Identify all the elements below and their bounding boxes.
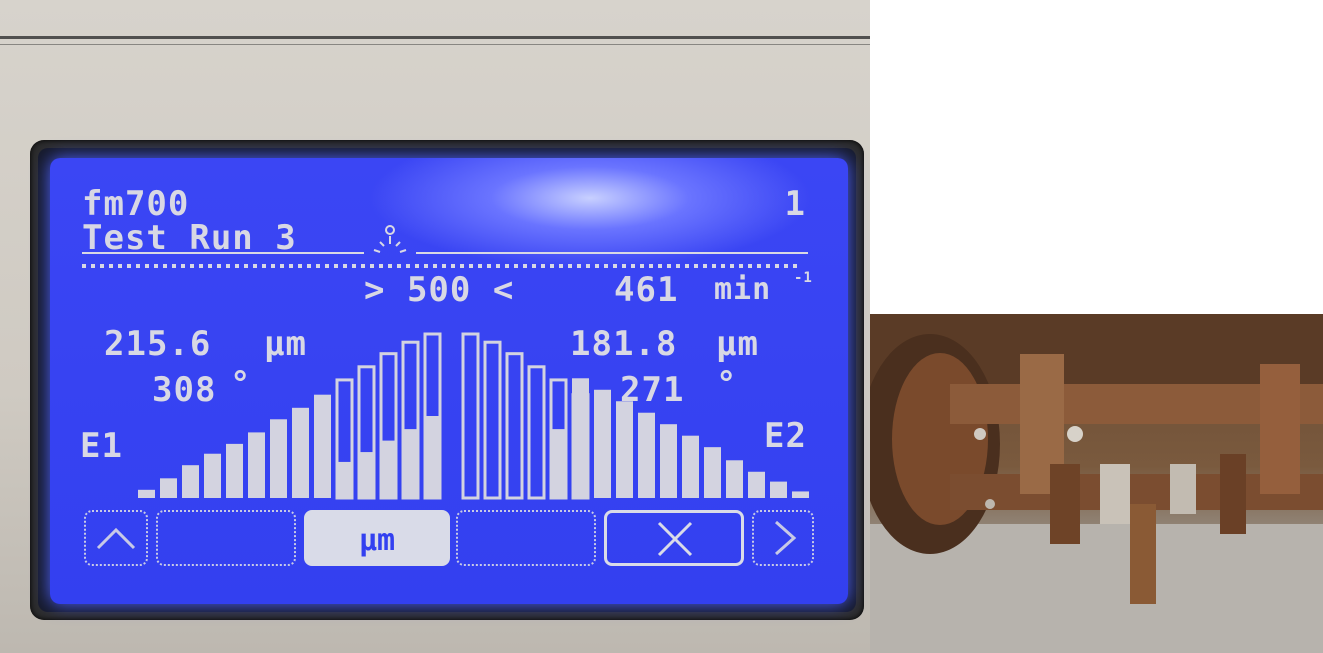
e2-bar-outline: [483, 340, 502, 500]
e2-bar: [550, 429, 567, 498]
run-name: Test Run 3: [82, 218, 297, 258]
e2-bar: [726, 460, 743, 498]
e2-bar-outline: [505, 352, 524, 500]
e1-bar: [380, 440, 397, 498]
chevron-right-icon: [775, 520, 797, 556]
e1-amplitude: 215.6: [104, 324, 212, 364]
e1-bar: [160, 478, 177, 498]
e2-angle-unit: °: [716, 364, 738, 404]
machinery-photo: [870, 314, 1323, 653]
page-number: 1: [784, 184, 806, 224]
e1-bar: [424, 416, 441, 498]
e1-bar: [138, 489, 155, 498]
run-underline: [82, 252, 364, 254]
housing-seam: [0, 44, 870, 45]
e2-bar: [748, 471, 765, 498]
unit-button-label: µm: [358, 523, 396, 558]
speed-unit: min: [714, 272, 772, 307]
e2-bar: [638, 412, 655, 498]
e1-bar: [292, 407, 309, 498]
dotted-separator: [82, 264, 802, 268]
softkey-blank-left[interactable]: [156, 510, 296, 566]
e1-bar: [402, 429, 419, 498]
sensor-label-e1: E1: [80, 426, 123, 466]
e2-bar: [572, 378, 589, 498]
e1-bar: [336, 461, 353, 498]
chevron-up-icon: [96, 527, 136, 550]
e1-bar: [270, 419, 287, 498]
lcd-screen: fm700 1 Test Run 3 > 500 < 461 min -1 21…: [78, 178, 818, 588]
target-speed: > 500 <: [364, 270, 515, 310]
e2-amplitude-unit: µm: [716, 324, 759, 364]
header-rule: [416, 252, 808, 254]
actual-speed: 461: [614, 270, 679, 310]
e2-bar: [792, 491, 809, 498]
unit-button[interactable]: µm: [304, 510, 450, 566]
e2-amplitude: 181.8: [570, 324, 678, 364]
e2-bar: [770, 481, 787, 498]
rusty-rotor-illustration: [870, 314, 1323, 653]
e2-bar: [660, 424, 677, 498]
e1-bar: [226, 443, 243, 498]
e1-bar: [182, 465, 199, 498]
e2-bar: [594, 389, 611, 498]
sensor-label-e2: E2: [764, 416, 807, 456]
e2-bar: [616, 401, 633, 498]
close-button[interactable]: [604, 510, 744, 566]
e1-angle: 308: [152, 370, 217, 410]
housing-seam: [0, 36, 870, 39]
scroll-up-button[interactable]: [84, 510, 148, 566]
close-icon: [657, 521, 693, 557]
next-button[interactable]: [752, 510, 814, 566]
e1-bar: [358, 452, 375, 498]
e1-bar: [204, 453, 221, 498]
sensor-signal-icon: [373, 225, 407, 253]
e1-bar: [248, 432, 265, 498]
e1-amplitude-unit: µm: [264, 324, 307, 364]
device-housing: fm700 1 Test Run 3 > 500 < 461 min -1 21…: [0, 0, 870, 653]
e1-bar: [314, 394, 331, 498]
speed-unit-exponent: -1: [794, 270, 813, 286]
e1-angle-unit: °: [230, 364, 252, 404]
e2-bar: [682, 435, 699, 498]
e2-bar: [704, 447, 721, 498]
softkey-blank-right[interactable]: [456, 510, 596, 566]
e2-bar-outline: [527, 365, 546, 500]
vibration-bar-graph: [138, 332, 809, 500]
device-name: fm700: [82, 184, 190, 224]
e2-bar-outline: [461, 332, 480, 500]
